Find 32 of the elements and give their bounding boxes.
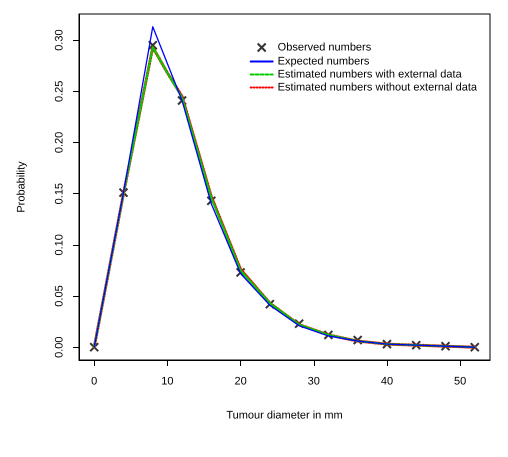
y-tick-label: 0.00 <box>54 336 66 358</box>
point <box>148 40 158 50</box>
point <box>118 188 128 198</box>
x-tick-label: 0 <box>91 376 98 388</box>
y-axis-title: Probability <box>16 160 28 213</box>
x-tick-label: 40 <box>380 376 394 388</box>
legend-label: Estimated numbers with external data <box>278 68 463 80</box>
point <box>236 267 246 278</box>
legend-label: Estimated numbers without external data <box>278 82 478 94</box>
legend-label: Expected numbers <box>278 56 370 68</box>
legend-label: Observed numbers <box>278 42 372 54</box>
x-tick-label: 10 <box>161 376 174 388</box>
x-tick-label: 30 <box>308 376 320 388</box>
point <box>411 340 422 350</box>
y-tick-label: 0.20 <box>54 132 66 154</box>
y-tick-label: 0.05 <box>54 285 66 307</box>
x-axis-title: Tumour diameter in mm <box>226 410 343 422</box>
y-tick-label: 0.25 <box>54 80 66 102</box>
point <box>89 342 100 352</box>
point <box>177 96 188 106</box>
y-tick-label: 0.30 <box>54 29 66 51</box>
point <box>206 196 216 206</box>
y-tick-label: 0.10 <box>54 234 66 256</box>
point <box>440 341 451 352</box>
point <box>294 318 304 329</box>
point <box>382 339 392 350</box>
point <box>470 342 480 352</box>
point <box>352 335 363 346</box>
point <box>323 330 334 340</box>
x-tick-label: 50 <box>454 376 466 388</box>
y-tick-label: 0.15 <box>54 182 66 204</box>
x-tick-label: 20 <box>234 376 247 388</box>
